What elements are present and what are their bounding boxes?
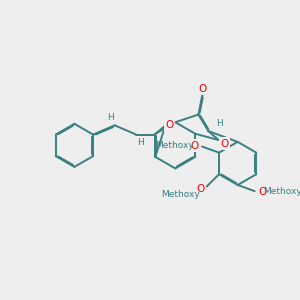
Text: O: O <box>196 184 204 194</box>
Text: O: O <box>198 84 206 94</box>
Text: H: H <box>137 138 143 147</box>
Text: O: O <box>220 139 229 149</box>
Text: H: H <box>216 119 223 128</box>
Text: H: H <box>107 113 114 122</box>
Text: O: O <box>165 120 173 130</box>
Text: O: O <box>259 187 267 197</box>
Text: Methoxy: Methoxy <box>263 188 300 196</box>
Text: O: O <box>190 141 198 151</box>
Text: Methoxy: Methoxy <box>161 190 200 199</box>
Text: Methoxy: Methoxy <box>155 141 194 150</box>
